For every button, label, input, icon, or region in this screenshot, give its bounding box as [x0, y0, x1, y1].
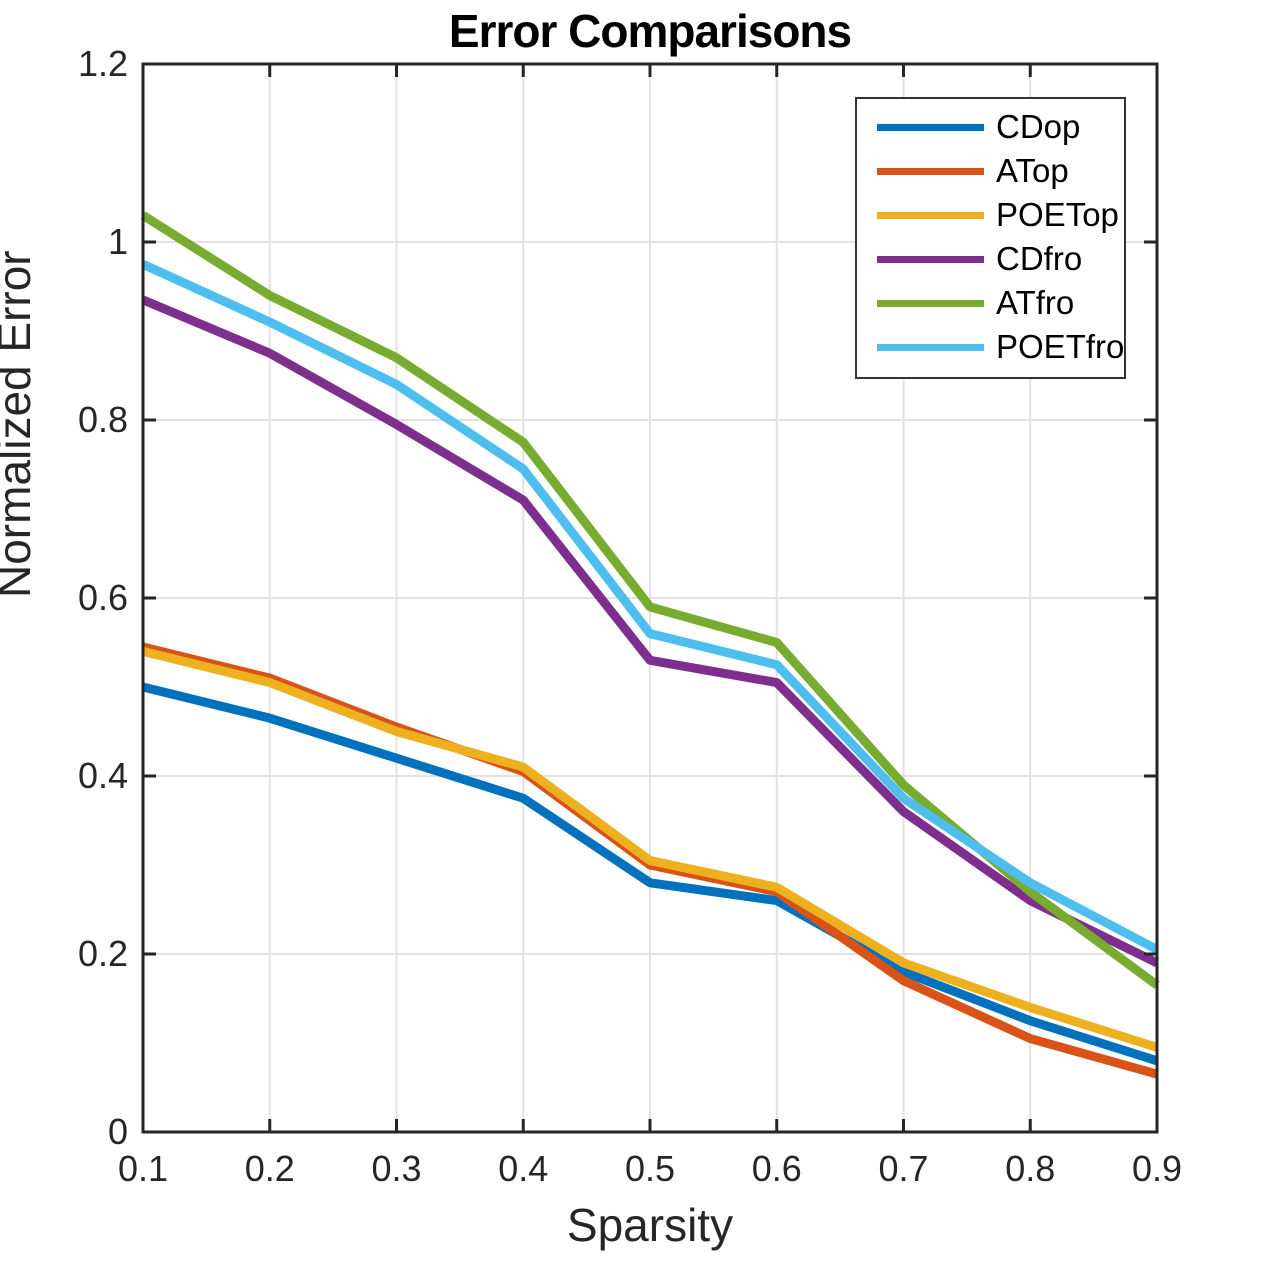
x-tick-label: 0.1	[117, 1148, 169, 1189]
legend: CDop ATop POETop CDfro ATfro POETfro	[855, 97, 1126, 379]
x-tick-label: 0.5	[624, 1148, 676, 1189]
x-axis-label: Sparsity	[566, 1199, 734, 1251]
x-tick-label: 0.4	[498, 1148, 549, 1189]
legend-label: ATfro	[996, 284, 1075, 321]
y-tick-label: 0	[107, 1111, 128, 1152]
y-axis-label-text: Normalized Error	[0, 250, 40, 598]
y-tick-label: 0.4	[77, 755, 128, 796]
x-tick-label: 0.7	[878, 1148, 929, 1189]
legend-label: CDfro	[996, 240, 1083, 277]
series-line-POETfro	[141, 260, 1160, 954]
legend-label: ATop	[996, 152, 1069, 189]
legend-swatch-POETfro	[877, 343, 984, 351]
legend-swatch-POETop	[877, 211, 984, 219]
y-tick-label: 0.8	[77, 399, 128, 440]
y-tick-label: 1	[107, 221, 128, 262]
series-line-CDop	[141, 682, 1159, 1066]
legend-item-POETop: POETop	[857, 193, 1124, 237]
legend-item-POETfro: POETfro	[857, 325, 1124, 369]
legend-swatch-ATop	[877, 167, 984, 175]
legend-item-ATfro: ATfro	[857, 281, 1124, 325]
y-tick-label: 0.2	[77, 933, 128, 974]
y-tick-label: 1.2	[77, 43, 128, 84]
legend-item-ATop: ATop	[857, 149, 1124, 193]
legend-label: POETfro	[996, 328, 1125, 365]
x-tick-label: 0.9	[1131, 1148, 1183, 1189]
legend-swatch-ATfro	[877, 299, 984, 307]
x-tick-label: 0.3	[371, 1148, 422, 1189]
legend-item-CDop: CDop	[857, 105, 1124, 149]
legend-swatch-CDfro	[877, 255, 984, 263]
legend-item-CDfro: CDfro	[857, 237, 1124, 281]
grid-lines	[142, 63, 1158, 1133]
series-line-CDfro	[141, 295, 1159, 967]
x-tick-label: 0.8	[1005, 1148, 1056, 1189]
series-lines	[140, 211, 1160, 1079]
legend-label: POETop	[996, 196, 1119, 233]
x-tick-label: 0.6	[751, 1148, 802, 1189]
x-tick-label: 0.2	[244, 1148, 295, 1189]
series-line-POETop	[141, 647, 1159, 1052]
y-tick-label: 0.6	[77, 577, 128, 618]
tick-marks	[141, 62, 1159, 1134]
legend-label: CDop	[996, 108, 1081, 145]
chart-title: Error Comparisons	[448, 5, 852, 57]
legend-swatch-CDop	[877, 123, 984, 131]
